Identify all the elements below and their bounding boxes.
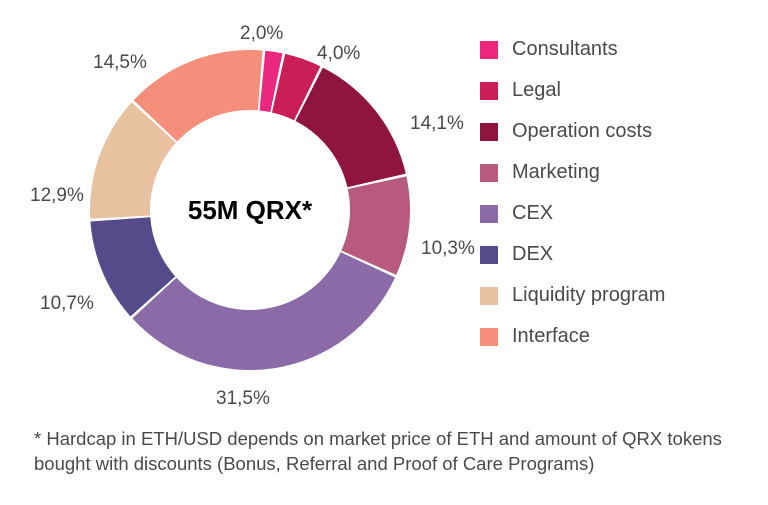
legend-label: DEX — [512, 243, 553, 266]
legend-item: Consultants — [480, 38, 738, 61]
legend-swatch — [480, 41, 498, 59]
legend-label: Consultants — [512, 38, 618, 61]
donut-slice — [132, 252, 395, 370]
chart-row: 55M QRX* 2,0%4,0%14,1%10,3%31,5%10,7%12,… — [30, 20, 738, 427]
legend-swatch — [480, 246, 498, 264]
legend-swatch — [480, 164, 498, 182]
chart-container: 55M QRX* 2,0%4,0%14,1%10,3%31,5%10,7%12,… — [0, 0, 768, 505]
slice-label: 10,7% — [40, 293, 94, 315]
slice-label: 12,9% — [30, 185, 84, 207]
legend-swatch — [480, 82, 498, 100]
legend-item: Legal — [480, 79, 738, 102]
legend-label: Operation costs — [512, 120, 652, 143]
legend-item: Liquidity program — [480, 284, 738, 307]
legend-item: Operation costs — [480, 120, 738, 143]
footnote: * Hardcap in ETH/USD depends on market p… — [30, 427, 738, 485]
legend: Consultants Legal Operation costs Marketing… — [470, 20, 738, 427]
slice-label: 2,0% — [240, 23, 283, 45]
legend-item: CEX — [480, 202, 738, 225]
legend-item: Interface — [480, 325, 738, 348]
legend-label: Marketing — [512, 161, 600, 184]
donut-slice — [296, 68, 406, 188]
donut-chart-area: 55M QRX* 2,0%4,0%14,1%10,3%31,5%10,7%12,… — [30, 20, 470, 420]
slice-label: 14,1% — [410, 113, 464, 135]
donut-chart — [90, 50, 410, 370]
legend-swatch — [480, 328, 498, 346]
legend-item: DEX — [480, 243, 738, 266]
legend-label: Legal — [512, 79, 561, 102]
legend-item: Marketing — [480, 161, 738, 184]
slice-label: 4,0% — [317, 43, 360, 65]
slice-label: 31,5% — [216, 388, 270, 410]
slice-label: 14,5% — [93, 52, 147, 74]
legend-swatch — [480, 205, 498, 223]
legend-label: Liquidity program — [512, 284, 665, 307]
legend-swatch — [480, 123, 498, 141]
legend-label: Interface — [512, 325, 590, 348]
legend-label: CEX — [512, 202, 553, 225]
slice-label: 10,3% — [421, 238, 475, 260]
legend-swatch — [480, 287, 498, 305]
